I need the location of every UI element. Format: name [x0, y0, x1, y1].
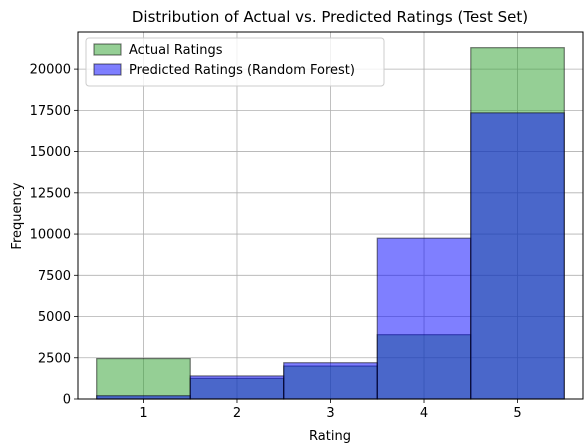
y-tick-label: 0 [63, 393, 71, 408]
bar-predicted-5 [470, 112, 565, 400]
y-tick-label: 2500 [38, 351, 71, 366]
x-tick-label: 1 [139, 406, 147, 421]
x-tick-label: 3 [326, 406, 334, 421]
y-tick-label: 12500 [30, 186, 71, 201]
bars [96, 47, 565, 400]
legend-label: Actual Ratings [129, 43, 223, 58]
chart-title: Distribution of Actual vs. Predicted Rat… [132, 8, 528, 26]
x-axis: 1 2 3 4 5 [139, 399, 522, 421]
y-axis-label: Frequency [10, 182, 25, 249]
y-tick-label: 10000 [30, 228, 71, 243]
bar-actual-1 [96, 357, 191, 400]
y-tick-label: 15000 [30, 145, 71, 160]
legend: Actual Ratings Predicted Ratings (Random … [85, 37, 385, 87]
y-axis: 0 2500 5000 7500 10000 12500 15000 17500 20000 [30, 63, 78, 408]
legend-swatch [93, 43, 122, 56]
x-tick-label: 4 [420, 406, 428, 421]
legend-swatch [93, 63, 122, 76]
y-tick-label: 5000 [38, 310, 71, 325]
x-tick-label: 5 [513, 406, 521, 421]
y-tick-label: 20000 [30, 63, 71, 78]
bar-predicted-3 [283, 362, 378, 400]
bar-predicted-2 [189, 375, 285, 400]
x-axis-label: Rating [309, 429, 351, 444]
bar-predicted-4 [376, 237, 472, 400]
legend-box [85, 37, 385, 87]
x-tick-label: 2 [233, 406, 241, 421]
y-tick-label: 17500 [30, 104, 71, 119]
y-tick-label: 7500 [38, 269, 71, 284]
legend-label: Predicted Ratings (Random Forest) [129, 63, 355, 78]
